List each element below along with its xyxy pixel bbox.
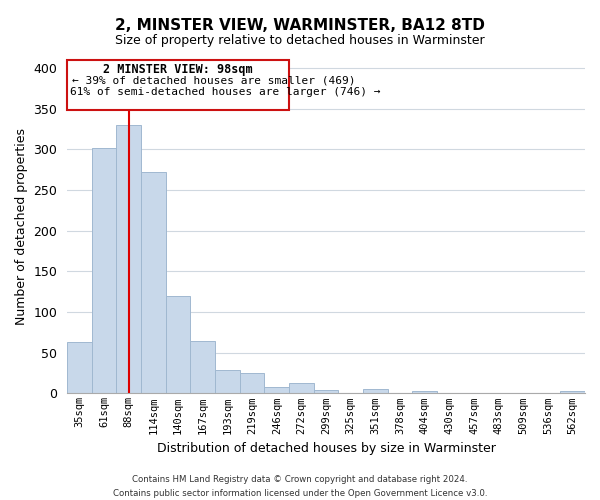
Bar [314,390,338,394]
Y-axis label: Number of detached properties: Number of detached properties [15,128,28,325]
Text: 2, MINSTER VIEW, WARMINSTER, BA12 8TD: 2, MINSTER VIEW, WARMINSTER, BA12 8TD [115,18,485,32]
Bar [141,172,166,394]
Bar [265,387,289,394]
Bar [560,391,585,394]
Bar [412,391,437,394]
Text: Contains HM Land Registry data © Crown copyright and database right 2024.
Contai: Contains HM Land Registry data © Crown c… [113,476,487,498]
Text: 61% of semi-detached houses are larger (746) →: 61% of semi-detached houses are larger (… [70,88,380,98]
X-axis label: Distribution of detached houses by size in Warminster: Distribution of detached houses by size … [157,442,496,455]
Bar [289,383,314,394]
FancyBboxPatch shape [67,60,289,110]
Bar [363,390,388,394]
Bar [190,342,215,394]
Text: 2 MINSTER VIEW: 98sqm: 2 MINSTER VIEW: 98sqm [103,64,253,76]
Text: ← 39% of detached houses are smaller (469): ← 39% of detached houses are smaller (46… [73,75,356,85]
Bar [116,125,141,394]
Bar [240,373,265,394]
Text: Size of property relative to detached houses in Warminster: Size of property relative to detached ho… [115,34,485,47]
Bar [215,370,240,394]
Bar [92,148,116,394]
Bar [166,296,190,394]
Bar [67,342,92,394]
